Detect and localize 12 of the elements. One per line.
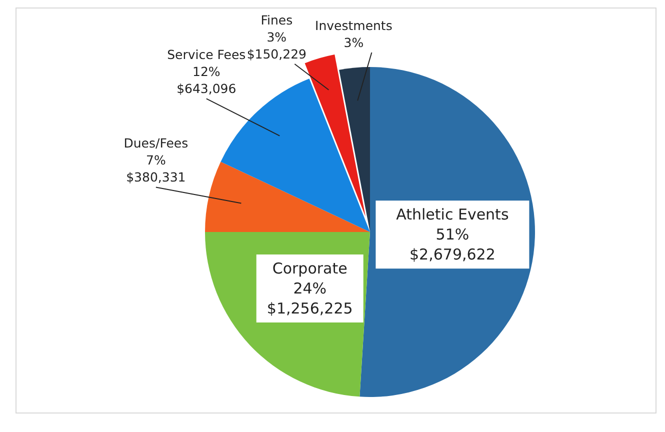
slice-label: Dues/Fees bbox=[124, 136, 188, 151]
data-label: 7% $380,331 bbox=[126, 152, 186, 185]
data-label: 3% bbox=[344, 35, 364, 50]
slice-label: Corporate bbox=[272, 259, 348, 278]
slice-label: Fines bbox=[260, 12, 293, 28]
slice-label: Investments bbox=[315, 18, 392, 34]
slice-label: Service Fees bbox=[167, 47, 246, 62]
slice-label: Athletic Events bbox=[396, 206, 509, 224]
data-label: 51% $2,679,622 bbox=[410, 226, 496, 264]
data-label: 24% $1,256,225 bbox=[266, 279, 353, 318]
data-label: 3% $150,229 bbox=[246, 30, 307, 62]
data-label: 12% $643,096 bbox=[176, 64, 236, 96]
